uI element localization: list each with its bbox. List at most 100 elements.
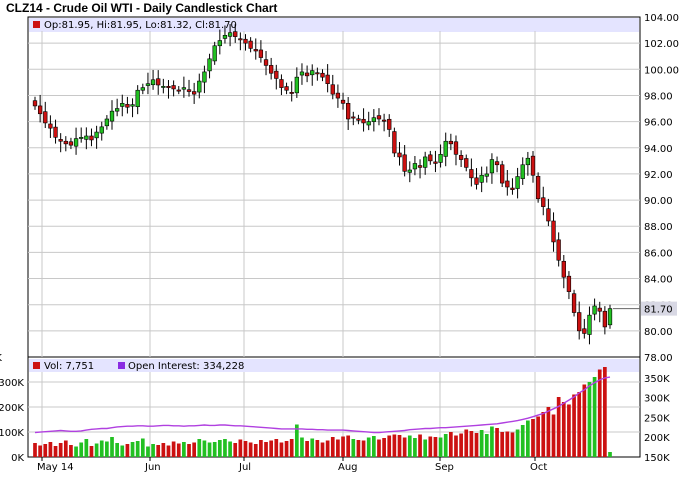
price-tick-label: 88.00 xyxy=(644,222,673,233)
volume-bar xyxy=(300,437,304,457)
candle-body xyxy=(376,115,382,120)
volume-bar xyxy=(146,446,150,457)
candle-body xyxy=(582,328,587,334)
candle-body xyxy=(284,86,289,91)
candle-body xyxy=(109,110,115,122)
volume-bar xyxy=(515,429,520,457)
price-info-text: Op:81.95, Hi:81.95, Lo:81.32, Cl:81.70 xyxy=(44,20,237,31)
volume-bar xyxy=(597,369,602,457)
candle-body xyxy=(443,140,448,157)
oi-tick-label: 150K xyxy=(644,453,670,464)
volume-bar xyxy=(351,439,356,457)
volume-bar xyxy=(582,384,587,457)
oi-tick-label: 300K xyxy=(644,394,670,405)
volume-bar xyxy=(63,440,68,457)
candle-body xyxy=(315,72,320,75)
volume-bar xyxy=(243,441,248,457)
volume-bar xyxy=(130,442,135,457)
volume-bar xyxy=(192,442,196,457)
volume-bar xyxy=(387,435,392,457)
oi-tick-label: 350K xyxy=(644,374,670,385)
volume-bar xyxy=(94,443,99,457)
volume-bar xyxy=(202,440,207,457)
volume-tick-label: 400K xyxy=(0,353,2,364)
candle-body xyxy=(464,158,469,168)
volume-bar xyxy=(495,428,499,457)
candle-body xyxy=(335,92,341,99)
candle-body xyxy=(289,92,294,94)
price-legend-swatch xyxy=(33,21,40,28)
volume-bar xyxy=(556,397,561,457)
chart-title: CLZ14 - Crude Oil WTI - Daily Candlestic… xyxy=(6,1,278,15)
volume-bar xyxy=(310,438,315,457)
volume-bar xyxy=(361,440,366,457)
candle-body xyxy=(433,161,438,164)
candle-body xyxy=(37,105,43,115)
volume-bar xyxy=(294,424,299,457)
candle-body xyxy=(417,165,423,168)
candle-body xyxy=(500,164,505,184)
price-tick-label: 86.00 xyxy=(644,248,673,259)
volume-bar xyxy=(443,434,448,457)
candle-body xyxy=(68,141,74,146)
candle-body xyxy=(186,89,192,92)
volume-bar xyxy=(156,445,161,457)
volume-bar xyxy=(120,445,125,457)
volume-bar xyxy=(253,444,258,457)
candle-body xyxy=(104,118,110,127)
volume-bar xyxy=(341,436,345,457)
candle-body xyxy=(135,89,140,108)
x-axis-label: Aug xyxy=(338,462,358,473)
volume-bar xyxy=(140,438,145,457)
volume-bar xyxy=(541,412,546,457)
volume-bar xyxy=(110,437,114,457)
candle-body xyxy=(161,86,166,88)
candle-body xyxy=(361,118,366,124)
volume-tick-label: 300K xyxy=(0,378,24,389)
candle-body xyxy=(212,45,217,62)
volume-bar xyxy=(171,441,176,457)
price-tick-label: 98.00 xyxy=(644,91,673,102)
candle-body xyxy=(587,314,592,335)
oi-tick-label: 250K xyxy=(644,413,670,424)
volume-bar xyxy=(115,443,119,457)
volume-bar xyxy=(38,445,42,457)
volume-bar xyxy=(577,392,582,457)
candle-body xyxy=(520,164,525,179)
volume-bar xyxy=(325,440,330,457)
candle-body xyxy=(217,40,222,47)
volume-header-band xyxy=(29,359,639,372)
volume-bar xyxy=(464,429,469,457)
candle-body xyxy=(58,139,63,142)
candle-body xyxy=(263,59,269,66)
volume-bar xyxy=(490,426,494,457)
volume-bar xyxy=(520,425,525,457)
candle-body xyxy=(541,197,546,207)
price-header-band xyxy=(29,18,639,32)
candle-body xyxy=(202,71,207,83)
candle-body xyxy=(227,32,233,37)
candle-body xyxy=(294,76,299,94)
candle-body xyxy=(150,79,156,86)
candle-body xyxy=(484,173,489,177)
candle-body xyxy=(84,135,89,140)
candle-body xyxy=(392,131,397,154)
volume-bar xyxy=(608,452,612,457)
candle-body xyxy=(243,38,248,44)
volume-bar xyxy=(248,442,253,457)
candle-body xyxy=(125,104,130,108)
volume-bar xyxy=(207,442,212,457)
volume-legend-swatch xyxy=(33,362,40,369)
x-axis-label: May 14 xyxy=(37,462,74,473)
candle-body xyxy=(320,72,325,78)
volume-bar xyxy=(320,442,325,457)
volume-bar xyxy=(371,436,376,457)
volume-bar xyxy=(89,446,94,457)
candle-body xyxy=(412,163,418,170)
candle-body xyxy=(561,260,566,278)
volume-bar xyxy=(587,382,592,457)
volume-bar xyxy=(592,377,597,457)
candle-body xyxy=(233,31,238,37)
candle-body xyxy=(525,157,531,166)
volume-bar xyxy=(238,439,243,457)
